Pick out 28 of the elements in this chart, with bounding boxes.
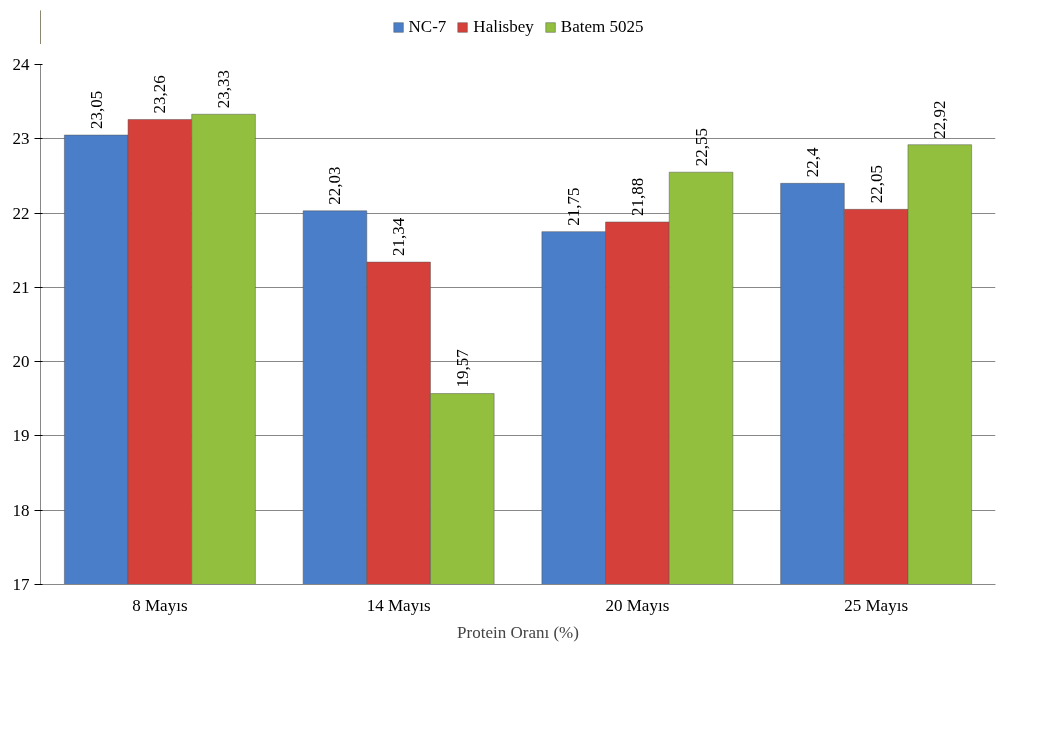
y-tick-label: 24 — [12, 55, 30, 74]
data-label: 22,05 — [866, 165, 886, 204]
data-label: 21,75 — [564, 187, 584, 226]
y-tick-label: 18 — [12, 500, 30, 520]
data-label: 22,4 — [802, 147, 822, 178]
legend-label: NC-7 — [408, 17, 447, 37]
y-tick-label: 17 — [12, 575, 30, 594]
legend-label: Batem 5025 — [560, 17, 644, 37]
data-label: 22,03 — [325, 166, 345, 205]
y-tick-label: 22 — [12, 203, 30, 223]
x-tick-label: 14 Mayıs — [366, 595, 431, 615]
data-label: 23,05 — [86, 90, 106, 130]
data-label: 22,55 — [691, 127, 711, 167]
y-tick-label: 20 — [12, 352, 30, 372]
data-label: 23,26 — [150, 75, 170, 114]
x-tick-label: 25 Mayıs — [844, 595, 908, 615]
y-tick-label: 21 — [12, 277, 30, 297]
data-label: 23,33 — [214, 70, 234, 109]
x-tick-label: 20 Mayıs — [605, 595, 670, 615]
y-tick-label: 19 — [12, 426, 30, 446]
data-label: 19,57 — [452, 348, 472, 388]
data-label: 21,88 — [627, 177, 647, 216]
legend-label: Halisbey — [473, 17, 534, 37]
data-label: 22,92 — [930, 100, 950, 139]
x-axis-title: Protein Oranı (%) — [457, 622, 579, 642]
data-label: 21,34 — [389, 217, 409, 257]
y-tick-label: 23 — [12, 129, 30, 149]
x-tick-label: 8 Mayıs — [132, 595, 188, 615]
